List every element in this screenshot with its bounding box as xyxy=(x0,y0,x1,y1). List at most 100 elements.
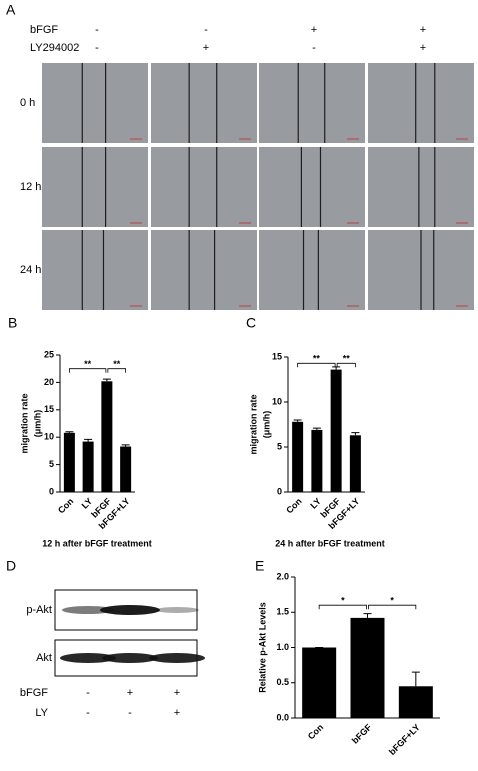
significance-bracket xyxy=(336,362,356,368)
treatment-name: bFGF xyxy=(20,687,48,699)
micrograph-shade xyxy=(259,230,365,310)
significance-mark: * xyxy=(341,596,345,606)
bar xyxy=(330,369,342,492)
y-tick-label: 1.0 xyxy=(276,642,289,652)
treatment-sign: - xyxy=(86,687,90,699)
treatment-sign: - xyxy=(95,24,99,36)
time-label: 12 h xyxy=(20,181,41,193)
significance-bracket xyxy=(368,604,417,610)
micrograph-shade xyxy=(151,230,257,310)
micrograph xyxy=(42,230,148,310)
treatment-sign: - xyxy=(128,707,132,719)
error-bar xyxy=(411,671,420,687)
y-tick-label: 20 xyxy=(44,377,54,387)
blot-band xyxy=(155,607,199,613)
significance-mark: * xyxy=(390,596,394,606)
treatment-sign: - xyxy=(204,24,208,36)
blot-label: Akt xyxy=(36,652,52,664)
treatment-sign: - xyxy=(95,42,99,54)
bar xyxy=(101,381,113,492)
y-axis-label: (μm/h) xyxy=(32,410,42,438)
micrograph xyxy=(368,147,474,227)
y-tick-label: 0 xyxy=(277,486,282,496)
treatment-sign: + xyxy=(311,24,317,36)
y-tick-label: 5 xyxy=(277,441,282,451)
error-bar xyxy=(102,378,111,382)
treatment-sign: + xyxy=(203,42,209,54)
treatment-sign: + xyxy=(127,687,133,699)
chart-subtitle: 12 h after bFGF treatment xyxy=(42,538,152,548)
micrograph xyxy=(151,63,257,143)
y-tick-label: 10 xyxy=(44,432,54,442)
bar xyxy=(120,446,132,492)
micrograph-shade xyxy=(368,147,474,227)
micrograph-shade xyxy=(151,147,257,227)
bar xyxy=(302,647,337,718)
micrograph xyxy=(259,63,365,143)
micrograph-shade xyxy=(42,230,148,310)
y-tick-label: 0 xyxy=(49,486,54,496)
panel-label: E xyxy=(255,558,264,574)
bar xyxy=(398,686,433,718)
error-bar xyxy=(84,438,93,442)
chart-subtitle: 24 h after bFGF treatment xyxy=(275,538,385,548)
micrograph xyxy=(151,230,257,310)
error-bar xyxy=(65,431,74,433)
y-axis-label: (μm/h) xyxy=(261,411,271,439)
treatment-name: LY294002 xyxy=(30,42,79,54)
y-axis-label: migration rate xyxy=(19,393,29,453)
bar xyxy=(349,435,361,492)
micrograph-shade xyxy=(259,147,365,227)
y-axis-label: migration rate xyxy=(248,394,258,454)
error-bar xyxy=(332,366,341,370)
panel-label: A xyxy=(6,2,16,18)
bar xyxy=(82,441,94,492)
micrograph xyxy=(368,63,474,143)
micrograph xyxy=(151,147,257,227)
significance-mark: ** xyxy=(84,359,92,369)
blot-band xyxy=(149,653,205,663)
time-label: 24 h xyxy=(20,264,41,276)
y-tick-label: 0.0 xyxy=(276,712,289,722)
significance-bracket xyxy=(318,604,367,610)
micrograph-shade xyxy=(259,63,365,143)
significance-bracket xyxy=(297,362,336,368)
micrograph xyxy=(259,230,365,310)
treatment-sign: - xyxy=(312,42,316,54)
error-bar xyxy=(363,613,372,618)
bar xyxy=(311,429,323,492)
micrograph-shade xyxy=(42,147,148,227)
blot-band xyxy=(62,606,114,614)
significance-mark: ** xyxy=(113,359,121,369)
panel-label: B xyxy=(8,315,17,331)
treatment-sign: + xyxy=(420,24,426,36)
significance-mark: ** xyxy=(343,354,351,364)
treatment-name: bFGF xyxy=(30,24,58,36)
y-axis-label: Relative p-Akt Levels xyxy=(257,602,267,693)
bar xyxy=(350,617,385,718)
panel-label: C xyxy=(246,315,256,331)
error-bar xyxy=(293,419,302,422)
micrograph-shade xyxy=(42,63,148,143)
micrograph xyxy=(259,147,365,227)
blot-label: p-Akt xyxy=(26,604,52,616)
y-tick-label: 15 xyxy=(272,351,282,361)
y-tick-label: 15 xyxy=(44,404,54,414)
error-bar xyxy=(312,427,321,430)
micrograph xyxy=(42,63,148,143)
treatment-name: LY xyxy=(35,707,48,719)
y-tick-label: 0.5 xyxy=(276,677,289,687)
micrograph xyxy=(42,147,148,227)
y-tick-label: 1.5 xyxy=(276,607,289,617)
blot-band xyxy=(60,653,116,663)
y-tick-label: 10 xyxy=(272,396,282,406)
y-tick-label: 25 xyxy=(44,349,54,359)
time-label: 0 h xyxy=(20,97,35,109)
significance-mark: ** xyxy=(313,354,321,364)
blot-band xyxy=(102,653,158,663)
bar xyxy=(292,421,304,492)
y-tick-label: 2.0 xyxy=(276,571,289,581)
panel-label: D xyxy=(6,558,16,574)
error-bar xyxy=(121,444,130,447)
